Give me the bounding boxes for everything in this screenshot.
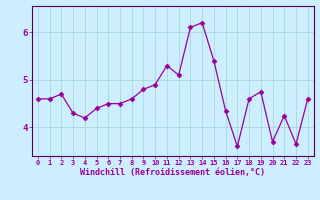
X-axis label: Windchill (Refroidissement éolien,°C): Windchill (Refroidissement éolien,°C)	[80, 168, 265, 177]
